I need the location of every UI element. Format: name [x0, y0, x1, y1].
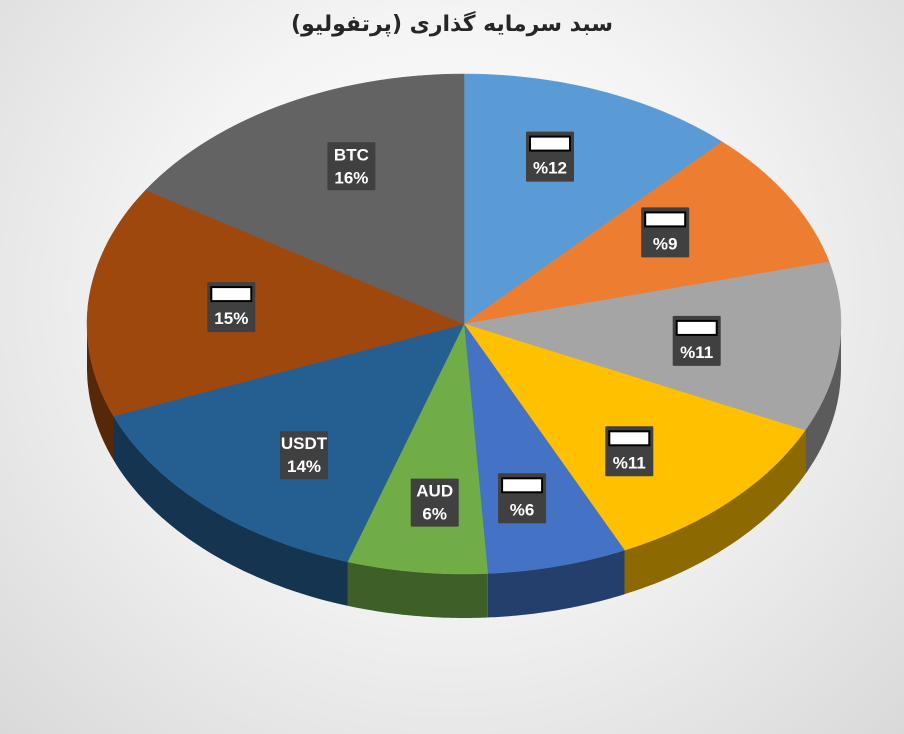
slice-value-label: %9 [653, 234, 678, 253]
pie-side-4 [487, 550, 625, 618]
slice-label-5: AUD 6% [410, 478, 459, 527]
pie-side-3 [624, 430, 806, 595]
slice-label-6: USDT 14% [280, 431, 328, 480]
pie-side-2 [805, 324, 841, 475]
pie-slices [86, 73, 842, 575]
slice-label-7: 15% [207, 282, 256, 333]
slice-label-box [280, 431, 328, 480]
redacted-label-box [675, 319, 718, 336]
slice-value-label: 14% [287, 457, 321, 476]
redacted-label-box [608, 430, 651, 447]
slice-value-label: %6 [510, 500, 535, 519]
pie-slice-8 [145, 73, 465, 325]
slice-label-box [327, 142, 376, 191]
slice-label-0: %12 [526, 131, 574, 182]
slice-name-label: AUD [416, 482, 453, 501]
pie-sides [87, 324, 841, 618]
pie-slice-2 [463, 261, 842, 431]
slice-value-label: %11 [613, 453, 646, 472]
slice-label-1: %9 [641, 207, 690, 258]
redacted-label-box [529, 135, 571, 152]
chart-title: سبد سرمایه گذاری (پرتفولیو) [291, 12, 613, 37]
slice-value-label: %12 [533, 159, 567, 178]
slice-label-3: %11 [605, 426, 654, 477]
redacted-label-box [501, 477, 544, 494]
pie-slice-7 [86, 189, 465, 417]
pie-side-6 [113, 416, 348, 606]
slice-value-label: 6% [422, 505, 447, 524]
slice-label-2: %11 [672, 315, 721, 366]
redacted-label-box [210, 286, 253, 303]
pie-side-7 [87, 324, 114, 460]
slice-name-label: BTC [334, 145, 369, 164]
pie-side-5 [347, 561, 488, 618]
slice-label-box [410, 478, 459, 527]
slice-name-label: USDT [281, 434, 328, 453]
slice-value-label: 16% [334, 168, 368, 187]
slice-value-label: %11 [680, 343, 713, 362]
pie-labels: %12 %9 %11 %11 %6 AUD 6% USDT 14% 15% BTC 16% [207, 131, 721, 527]
slice-label-4: %6 [498, 473, 547, 524]
slice-label-8: BTC 16% [327, 142, 376, 191]
slice-value-label: 15% [214, 309, 248, 328]
redacted-label-box [644, 211, 687, 228]
